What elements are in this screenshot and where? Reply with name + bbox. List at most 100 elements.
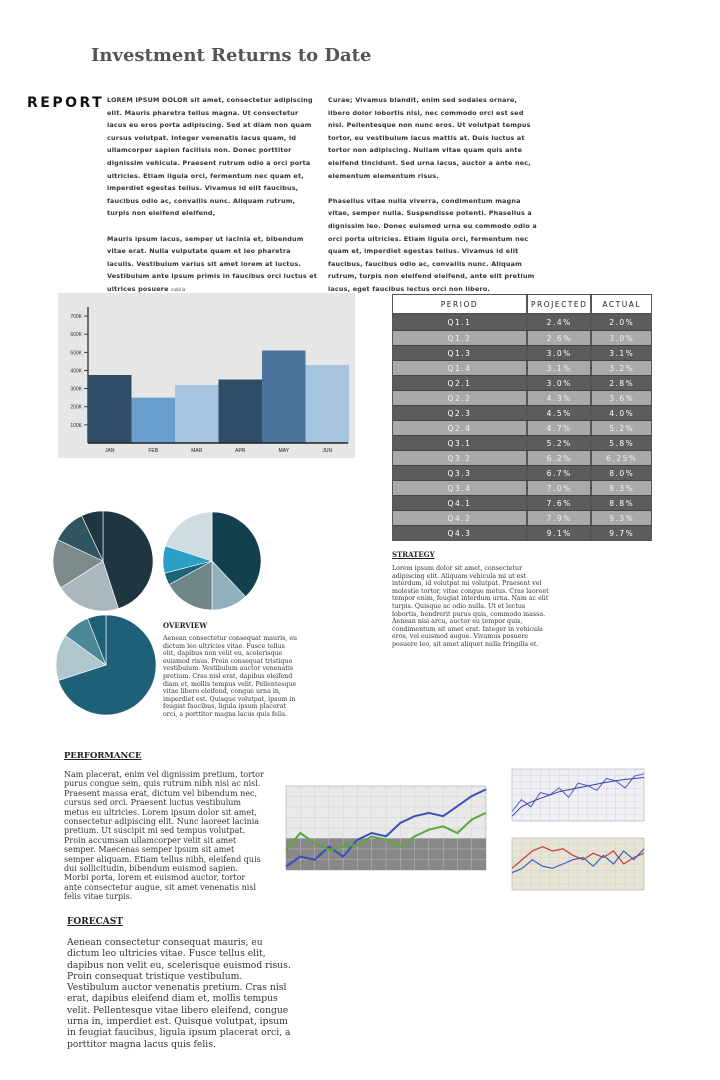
period-cell: Q4.1 — [447, 498, 472, 508]
period-cell: Q3.2 — [447, 453, 472, 463]
actual-cell: 4.0% — [590, 406, 651, 420]
returns-table: PERIOD PROJECTED ACTUAL Q1.1 2.4% 2.0% Q1.2… — [392, 294, 652, 541]
intro-left-column: LOREM IPSUM DOLOR sit amet, consectetur … — [107, 94, 319, 309]
period-cell: Q4.2 — [447, 513, 472, 523]
actual-cell: 8.8% — [590, 496, 651, 510]
projected-cell: 2.6% — [525, 331, 591, 345]
intro-tail: cubilia — [171, 286, 186, 292]
x-tick-label: JUN — [322, 448, 332, 454]
x-tick-label: MAR — [191, 448, 203, 454]
header-period: PERIOD — [440, 299, 479, 309]
intro-paragraph: LOREM IPSUM DOLOR sit amet, consectetur … — [107, 94, 319, 220]
bar — [131, 397, 175, 443]
pie-slice — [58, 614, 157, 716]
table-header-row: PERIOD PROJECTED ACTUAL — [393, 295, 651, 315]
overview-text: Aenean consectetur consequat mauris, eu … — [163, 635, 298, 718]
strategy-text: Lorem ipsum dolor sit amet, consectetur … — [392, 565, 549, 648]
actual-cell: 8.3% — [590, 481, 651, 495]
actual-cell: 5.8% — [590, 436, 651, 450]
period-cell: Q2.3 — [447, 408, 472, 418]
actual-cell: 3.0% — [590, 331, 651, 345]
overview-heading: OVERVIEW — [163, 621, 208, 630]
forecast-text: Aenean consectetur consequat mauris, eu … — [67, 937, 291, 1050]
intro-paragraph: Phasellus vitae nulla viverra, condiment… — [328, 196, 537, 293]
performance-heading: PERFORMANCE — [64, 751, 142, 761]
period-cell: Q1.2 — [447, 333, 472, 343]
table-row: Q1.2 2.6% 3.0% — [393, 330, 651, 345]
series-line — [511, 846, 645, 869]
projected-cell: 4.7% — [525, 421, 591, 435]
page-title: Investment Returns to Date — [91, 45, 372, 66]
bar — [262, 350, 306, 443]
bar — [175, 384, 219, 443]
pie-slice — [102, 510, 154, 609]
trend-line-chart-bottom — [511, 837, 645, 891]
actual-cell: 3.6% — [590, 391, 651, 405]
table-row: Q1.3 3.0% 3.1% — [393, 345, 651, 360]
intro-paragraph: Curae; Vivamus blandit, enim sed sodales… — [328, 96, 531, 180]
period-cell: Q2.4 — [447, 423, 472, 433]
projected-cell: 5.2% — [525, 436, 591, 450]
period-cell: Q4.3 — [447, 528, 472, 538]
y-tick-label: 100K — [70, 423, 82, 429]
pie-slice — [52, 539, 104, 589]
period-cell: Q3.1 — [447, 438, 472, 448]
table-row: Q3.3 6.7% 8.0% — [393, 465, 651, 480]
projected-cell: 7.9% — [525, 511, 591, 525]
header-actual: ACTUAL — [590, 295, 651, 313]
bar — [218, 379, 262, 443]
y-tick-label: 500K — [70, 350, 82, 356]
report-label: REPORT — [27, 95, 105, 111]
table-row: Q4.3 9.1% 9.7% — [393, 525, 651, 540]
actual-cell: 2.0% — [590, 315, 651, 330]
table-body: Q1.1 2.4% 2.0% Q1.2 2.6% 3.0% Q1.3 3.0% 3.1% Q1.4… — [393, 315, 651, 540]
projected-cell: 3.0% — [525, 346, 591, 360]
table-row: Q1.1 2.4% 2.0% — [393, 315, 651, 330]
projected-cell: 6.2% — [525, 451, 591, 465]
pie-slice — [211, 511, 262, 598]
period-cell: Q1.4 — [447, 363, 472, 373]
series-line — [511, 773, 645, 812]
period-cell: Q3.3 — [447, 468, 472, 478]
forecast-heading: FORECAST — [67, 917, 123, 927]
actual-cell: 2.8% — [590, 376, 651, 390]
pie-slice — [168, 560, 213, 611]
x-tick-label: JAN — [105, 448, 115, 454]
table-row: Q3.2 6.2% 6.25% — [393, 450, 651, 465]
y-tick-label: 600K — [70, 332, 82, 338]
intro-paragraph: Mauris ipsum lacus, semper ut lacinia et… — [107, 233, 319, 297]
pie-charts — [52, 510, 262, 716]
projected-cell: 7.0% — [525, 481, 591, 495]
x-tick-label: APR — [235, 448, 246, 454]
table-row: Q2.4 4.7% 5.2% — [393, 420, 651, 435]
intro-right-column: Curae; Vivamus blandit, enim sed sodales… — [328, 94, 540, 308]
bar-chart-svg: 100K 200K 300K 400K 500K 600K 700K JAN FEB MAR APR… — [70, 307, 349, 454]
performance-line-chart — [285, 785, 487, 871]
projected-cell: 3.0% — [525, 376, 591, 390]
actual-cell: 3.1% — [590, 346, 651, 360]
series-line — [511, 848, 645, 874]
projected-cell: 3.1% — [525, 361, 591, 375]
table-row: Q2.2 4.3% 3.6% — [393, 390, 651, 405]
projected-cell: 4.5% — [525, 406, 591, 420]
table-row: Q2.1 3.0% 2.8% — [393, 375, 651, 390]
projected-cell: 6.7% — [525, 466, 591, 480]
period-cell: Q3.4 — [447, 483, 472, 493]
projected-cell: 7.6% — [525, 496, 591, 510]
actual-cell: 3.2% — [590, 361, 651, 375]
y-tick-label: 300K — [70, 387, 82, 393]
period-cell: Q2.2 — [447, 393, 472, 403]
series-line — [285, 811, 487, 851]
period-cell: Q2.1 — [447, 378, 472, 388]
series-line — [511, 777, 645, 817]
actual-cell: 8.0% — [590, 466, 651, 480]
pie-slice — [60, 560, 119, 612]
trend-line-chart-top — [511, 768, 645, 822]
y-tick-label: 200K — [70, 405, 82, 411]
table-row: Q3.1 5.2% 5.8% — [393, 435, 651, 450]
y-tick-label: 400K — [70, 368, 82, 374]
bar — [88, 375, 132, 443]
series-line — [285, 788, 487, 868]
performance-text: Nam placerat, enim vel dignissim pretium… — [64, 770, 264, 902]
period-cell: Q1.3 — [447, 348, 472, 358]
